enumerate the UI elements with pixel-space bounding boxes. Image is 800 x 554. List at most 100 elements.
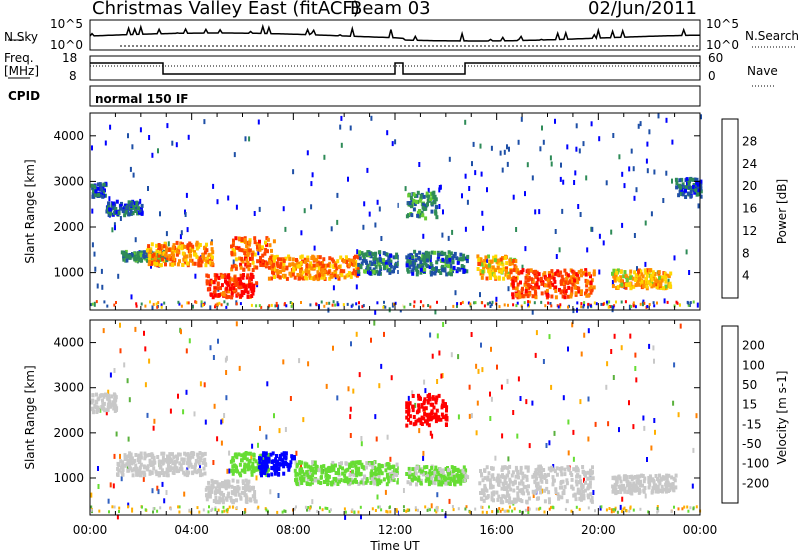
power-ground-scatter bbox=[283, 303, 286, 307]
velocity-band-cell-1 bbox=[167, 463, 170, 468]
velocity-band-cell-9 bbox=[611, 475, 615, 480]
velocity-band-cell-8 bbox=[501, 494, 505, 499]
power-band-cell-6 bbox=[319, 261, 322, 266]
velocity-ground-scatter bbox=[308, 508, 311, 512]
velocity-band-cell-8 bbox=[576, 490, 580, 495]
power-band-cell-12 bbox=[646, 280, 650, 285]
power-band-cell-7 bbox=[382, 251, 386, 256]
velocity-colorbar-label: Velocity [m s-1] bbox=[775, 371, 789, 465]
power-speckle bbox=[621, 222, 624, 228]
velocity-ground-scatter bbox=[385, 509, 388, 513]
velocity-band-cell-9 bbox=[628, 488, 632, 493]
velocity-speckle bbox=[344, 514, 347, 520]
velocity-band-cell-1 bbox=[139, 453, 143, 458]
velocity-band-cell-8 bbox=[581, 470, 585, 474]
velocity-band-cell-4 bbox=[259, 456, 263, 461]
velocity-band-cell-5 bbox=[360, 462, 364, 467]
power-speckle bbox=[150, 263, 152, 269]
power-band-cell-8 bbox=[424, 216, 428, 221]
power-band-cell-7 bbox=[395, 264, 399, 268]
velocity-band-cell-5 bbox=[348, 472, 352, 477]
power-band-cell-11 bbox=[511, 292, 515, 297]
velocity-speckle bbox=[336, 395, 339, 401]
velocity-band-cell-8 bbox=[536, 481, 540, 486]
power-band-cell-8 bbox=[416, 210, 420, 215]
velocity-band-cell-5 bbox=[293, 468, 297, 473]
power-band-cell-6 bbox=[334, 261, 338, 266]
power-band-cell-6 bbox=[293, 275, 297, 280]
velocity-band-cell-8 bbox=[499, 497, 503, 501]
power-band-cell-11 bbox=[526, 278, 530, 283]
power-band-cell-4 bbox=[243, 289, 247, 294]
power-band-cell-8 bbox=[412, 207, 416, 212]
velocity-speckle bbox=[562, 395, 565, 401]
velocity-band-cell-4 bbox=[270, 472, 274, 477]
velocity-speckle bbox=[163, 498, 166, 504]
velocity-band-cell-5 bbox=[351, 469, 354, 474]
velocity-ground-scatter bbox=[414, 508, 417, 512]
velocity-ground-scatter bbox=[429, 508, 431, 512]
power-band-cell-6 bbox=[310, 276, 314, 281]
power-band-cell-7 bbox=[368, 271, 372, 276]
power-band-cell-13 bbox=[688, 177, 692, 182]
power-ground-scatter bbox=[285, 304, 288, 308]
power-speckle bbox=[418, 162, 421, 167]
velocity-speckle bbox=[278, 428, 281, 434]
power-band-cell-5 bbox=[245, 264, 249, 269]
velocity-speckle bbox=[628, 400, 630, 406]
power-band-cell-5 bbox=[242, 248, 246, 253]
power-ground-scatter bbox=[512, 303, 515, 307]
velocity-speckle bbox=[629, 333, 632, 339]
velocity-speckle bbox=[284, 427, 287, 432]
power-band-cell-1 bbox=[135, 200, 139, 205]
power-band-cell-7 bbox=[385, 262, 389, 266]
power-ground-scatter bbox=[250, 303, 253, 307]
velocity-band-cell-7 bbox=[416, 478, 420, 483]
velocity-band-cell-7 bbox=[464, 468, 468, 473]
velocity-band-cell-8 bbox=[574, 497, 578, 502]
velocity-band-cell-3 bbox=[240, 458, 243, 463]
power-band-cell-5 bbox=[264, 247, 268, 252]
power-band-cell-5 bbox=[234, 245, 238, 250]
power-ground-scatter bbox=[523, 301, 526, 305]
power-band-cell-3 bbox=[182, 257, 186, 262]
velocity-band-cell-8 bbox=[537, 464, 541, 469]
power-speckle bbox=[187, 134, 190, 140]
power-band-cell-5 bbox=[230, 264, 234, 269]
velocity-band-cell-8 bbox=[548, 500, 551, 505]
velocity-band-cell-1 bbox=[193, 469, 197, 474]
power-band-cell-9 bbox=[419, 270, 423, 275]
power-band-cell-9 bbox=[420, 262, 424, 267]
power-ground-scatter bbox=[289, 301, 292, 304]
velocity-speckle bbox=[225, 355, 228, 361]
velocity-ground-scatter bbox=[208, 505, 210, 509]
velocity-band-cell-9 bbox=[654, 474, 658, 478]
velocity-colorbar-tick-label: -200 bbox=[742, 476, 769, 490]
power-band-cell-11 bbox=[590, 288, 594, 293]
power-band-cell-7 bbox=[385, 252, 389, 257]
velocity-band-cell-5 bbox=[306, 464, 310, 469]
velocity-band-cell-3 bbox=[242, 455, 246, 460]
velocity-band-cell-1 bbox=[203, 471, 207, 476]
velocity-speckle bbox=[429, 332, 432, 338]
power-band-cell-3 bbox=[171, 262, 175, 267]
velocity-speckle bbox=[212, 355, 215, 360]
velocity-band-cell-8 bbox=[540, 473, 544, 478]
power-speckle bbox=[447, 235, 450, 241]
power-ground-scatter bbox=[489, 305, 492, 308]
power-band-cell-12 bbox=[616, 285, 620, 290]
power-band-cell-4 bbox=[230, 293, 234, 298]
velocity-band-cell-7 bbox=[459, 479, 463, 483]
power-ground-scatter bbox=[653, 304, 656, 308]
power-band-cell-13 bbox=[691, 184, 695, 189]
power-ground-scatter bbox=[666, 300, 669, 304]
velocity-band-cell-6 bbox=[442, 402, 446, 407]
power-band-cell-11 bbox=[554, 295, 558, 300]
power-ground-scatter bbox=[135, 304, 138, 308]
velocity-band-cell-1 bbox=[198, 458, 202, 463]
power-band-cell-3 bbox=[189, 249, 193, 254]
power-band-cell-11 bbox=[512, 268, 516, 273]
velocity-band-cell-9 bbox=[656, 489, 660, 494]
velocity-speckle bbox=[204, 419, 207, 425]
power-ground-scatter bbox=[320, 300, 323, 304]
